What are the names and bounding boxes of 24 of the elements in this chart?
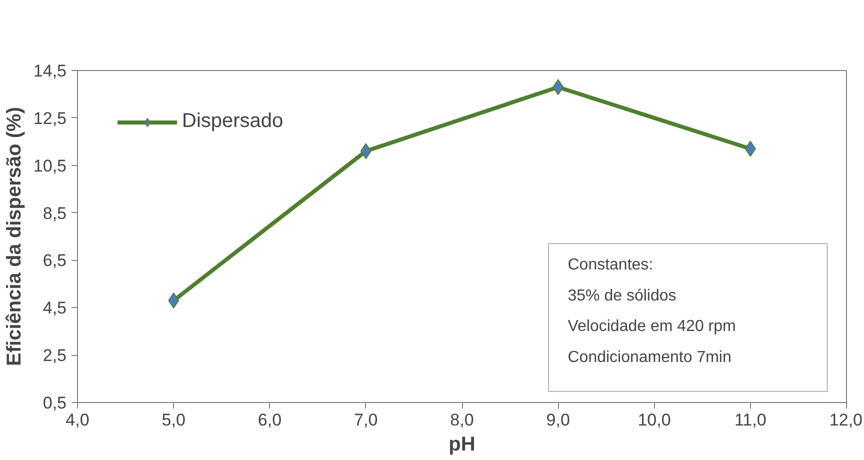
y-tick-label: 14,5 bbox=[33, 62, 67, 80]
legend-label: Dispersado bbox=[182, 110, 284, 133]
y-tick-label: 8,5 bbox=[42, 204, 67, 223]
annotation: Velocidade em 420 rpm bbox=[568, 318, 736, 336]
x-tick-label: 12,0 bbox=[829, 410, 863, 430]
x-axis-title: pH bbox=[448, 434, 476, 456]
y-tick-label: 4,5 bbox=[42, 298, 67, 318]
y-tick-label: 6,5 bbox=[42, 251, 67, 270]
x-tick-label: 10,0 bbox=[638, 410, 671, 430]
y-tick-label: 0,5 bbox=[42, 394, 67, 412]
x-tick-label: 7,0 bbox=[354, 410, 378, 430]
x-tick-label: 4,0 bbox=[66, 410, 90, 430]
x-tick-label: 5,0 bbox=[162, 410, 186, 430]
x-tick-label: 11,0 bbox=[734, 410, 766, 430]
annotation: 35% de sólidos bbox=[568, 287, 676, 304]
x-tick-label: 9,0 bbox=[546, 410, 570, 430]
annotation: Condicionamento 7min bbox=[568, 348, 732, 366]
annotation: Constantes: bbox=[568, 256, 654, 274]
x-tick-label: 6,0 bbox=[258, 410, 282, 430]
y-tick-label: 12,5 bbox=[33, 108, 67, 128]
y-axis-title: Eficiência da dispersão (%) bbox=[3, 107, 26, 366]
y-tick-label: 2,5 bbox=[42, 346, 67, 366]
y-tick-label: 10,5 bbox=[33, 156, 67, 176]
x-tick-label: 8,0 bbox=[450, 410, 474, 430]
